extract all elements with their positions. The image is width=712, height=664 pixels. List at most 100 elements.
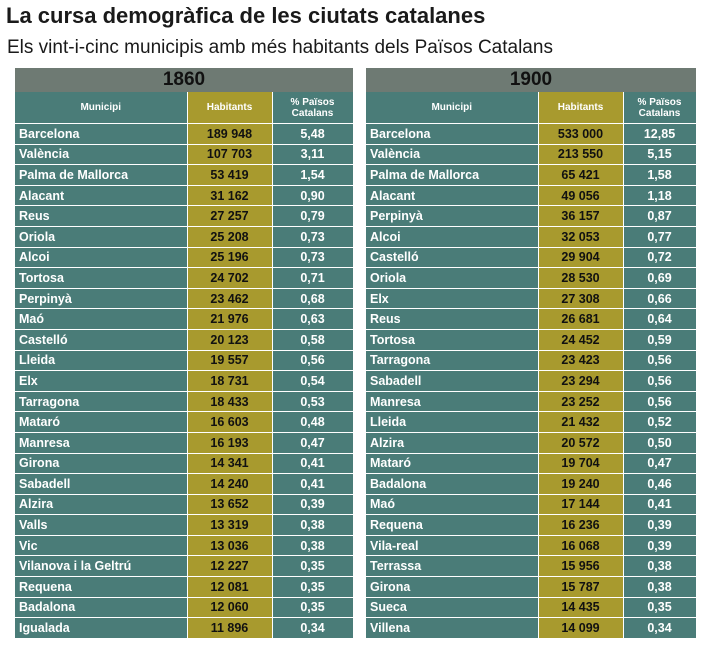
municipi-cell: Sueca xyxy=(366,597,539,619)
habitants-cell: 14 240 xyxy=(187,473,273,495)
pct-cell: 0,46 xyxy=(623,473,697,495)
table-row: Castelló 20 123 0,58 xyxy=(15,329,354,351)
municipi-cell: Oriola xyxy=(15,226,188,248)
table-row: Alcoi 25 196 0,73 xyxy=(15,247,354,269)
column-header-pct: % Països Catalans xyxy=(272,92,354,124)
habitants-cell: 19 704 xyxy=(538,453,624,475)
table-row: Castelló 29 904 0,72 xyxy=(366,247,697,269)
habitants-cell: 12 227 xyxy=(187,555,273,578)
pct-cell: 5,15 xyxy=(623,144,697,166)
habitants-cell: 15 787 xyxy=(538,576,624,598)
table-row: Vila-real 16 068 0,39 xyxy=(366,535,697,557)
municipi-cell: Alcoi xyxy=(15,247,188,269)
table-row: Lleida 19 557 0,56 xyxy=(15,350,354,372)
municipi-cell: València xyxy=(366,144,539,166)
municipi-cell: Sabadell xyxy=(366,370,539,392)
table-row: Lleida 21 432 0,52 xyxy=(366,411,697,433)
habitants-cell: 12 060 xyxy=(187,597,273,619)
pct-cell: 0,38 xyxy=(623,576,697,598)
municipi-cell: Alacant xyxy=(366,185,539,207)
municipi-cell: Elx xyxy=(15,370,188,392)
pct-cell: 0,38 xyxy=(623,555,697,578)
column-header-municipi: Municipi xyxy=(15,92,188,124)
table-row: Manresa 23 252 0,56 xyxy=(366,391,697,413)
habitants-cell: 53 419 xyxy=(187,164,273,186)
table-row: Sabadell 14 240 0,41 xyxy=(15,473,354,495)
municipi-cell: València xyxy=(15,144,188,166)
pct-cell: 0,56 xyxy=(272,350,354,372)
table-row: Valls 13 319 0,38 xyxy=(15,514,354,536)
pct-cell: 1,18 xyxy=(623,185,697,207)
pct-cell: 0,56 xyxy=(623,391,697,413)
municipi-cell: Tarragona xyxy=(15,391,188,413)
pct-cell: 0,77 xyxy=(623,226,697,248)
municipi-cell: Tarragona xyxy=(366,350,539,372)
municipi-cell: Manresa xyxy=(366,391,539,413)
municipi-cell: Tortosa xyxy=(366,329,539,351)
habitants-cell: 24 452 xyxy=(538,329,624,351)
municipi-cell: Perpinyà xyxy=(15,288,188,310)
habitants-cell: 49 056 xyxy=(538,185,624,207)
table-panel-1900: 1900 Municipi Habitants % Països Catalans… xyxy=(366,68,697,639)
habitants-cell: 21 432 xyxy=(538,411,624,433)
habitants-cell: 21 976 xyxy=(187,308,273,330)
habitants-cell: 16 068 xyxy=(538,535,624,557)
pct-cell: 0,38 xyxy=(272,535,354,557)
table-row: Requena 16 236 0,39 xyxy=(366,514,697,536)
habitants-cell: 18 731 xyxy=(187,370,273,392)
pct-header-line1: % Països xyxy=(290,96,335,108)
pct-cell: 0,39 xyxy=(623,514,697,536)
habitants-cell: 14 435 xyxy=(538,597,624,619)
pct-cell: 0,53 xyxy=(272,391,354,413)
table-row: Tarragona 23 423 0,56 xyxy=(366,350,697,372)
municipi-cell: Palma de Mallorca xyxy=(366,164,539,186)
table-row: Barcelona 189 948 5,48 xyxy=(15,123,354,145)
table-row: Barcelona 533 000 12,85 xyxy=(366,123,697,145)
pct-cell: 0,69 xyxy=(623,267,697,289)
table-row: Alzira 13 652 0,39 xyxy=(15,494,354,516)
table-row: Elx 27 308 0,66 xyxy=(366,288,697,310)
municipi-cell: Mataró xyxy=(366,453,539,475)
habitants-cell: 15 956 xyxy=(538,555,624,578)
table-row: Maó 17 144 0,41 xyxy=(366,494,697,516)
pct-cell: 0,34 xyxy=(623,617,697,639)
table-row: Palma de Mallorca 53 419 1,54 xyxy=(15,164,354,186)
habitants-cell: 23 462 xyxy=(187,288,273,310)
municipi-cell: Barcelona xyxy=(366,123,539,145)
habitants-cell: 28 530 xyxy=(538,267,624,289)
table-row: Girona 14 341 0,41 xyxy=(15,453,354,475)
habitants-cell: 213 550 xyxy=(538,144,624,166)
municipi-cell: Manresa xyxy=(15,432,188,454)
table-row: Badalona 12 060 0,35 xyxy=(15,597,354,619)
pct-cell: 0,35 xyxy=(272,597,354,619)
pct-header-line1: % Països xyxy=(637,96,682,108)
municipi-cell: Perpinyà xyxy=(366,205,539,227)
population-table: Municipi Habitants % Països Catalans Barc… xyxy=(15,92,354,639)
pct-cell: 0,66 xyxy=(623,288,697,310)
habitants-cell: 14 099 xyxy=(538,617,624,639)
municipi-cell: Elx xyxy=(366,288,539,310)
pct-cell: 0,63 xyxy=(272,308,354,330)
table-row: Reus 27 257 0,79 xyxy=(15,205,354,227)
column-header-row: Municipi Habitants % Països Catalans xyxy=(366,92,697,124)
table-row: Alacant 31 162 0,90 xyxy=(15,185,354,207)
column-header-municipi: Municipi xyxy=(366,92,539,124)
habitants-cell: 23 294 xyxy=(538,370,624,392)
pct-cell: 0,41 xyxy=(272,453,354,475)
habitants-cell: 13 036 xyxy=(187,535,273,557)
municipi-cell: Lleida xyxy=(366,411,539,433)
habitants-cell: 19 240 xyxy=(538,473,624,495)
habitants-cell: 16 193 xyxy=(187,432,273,454)
municipi-cell: Maó xyxy=(15,308,188,330)
table-row: Sabadell 23 294 0,56 xyxy=(366,370,697,392)
habitants-cell: 25 208 xyxy=(187,226,273,248)
municipi-cell: Alacant xyxy=(15,185,188,207)
table-row: Igualada 11 896 0,34 xyxy=(15,617,354,639)
table-row: Palma de Mallorca 65 421 1,58 xyxy=(366,164,697,186)
table-row: Manresa 16 193 0,47 xyxy=(15,432,354,454)
page-title: La cursa demogràfica de les ciutats cata… xyxy=(6,3,486,28)
table-row: Tortosa 24 702 0,71 xyxy=(15,267,354,289)
population-table: Municipi Habitants % Països Catalans Barc… xyxy=(366,92,697,639)
table-row: Alcoi 32 053 0,77 xyxy=(366,226,697,248)
habitants-cell: 27 308 xyxy=(538,288,624,310)
